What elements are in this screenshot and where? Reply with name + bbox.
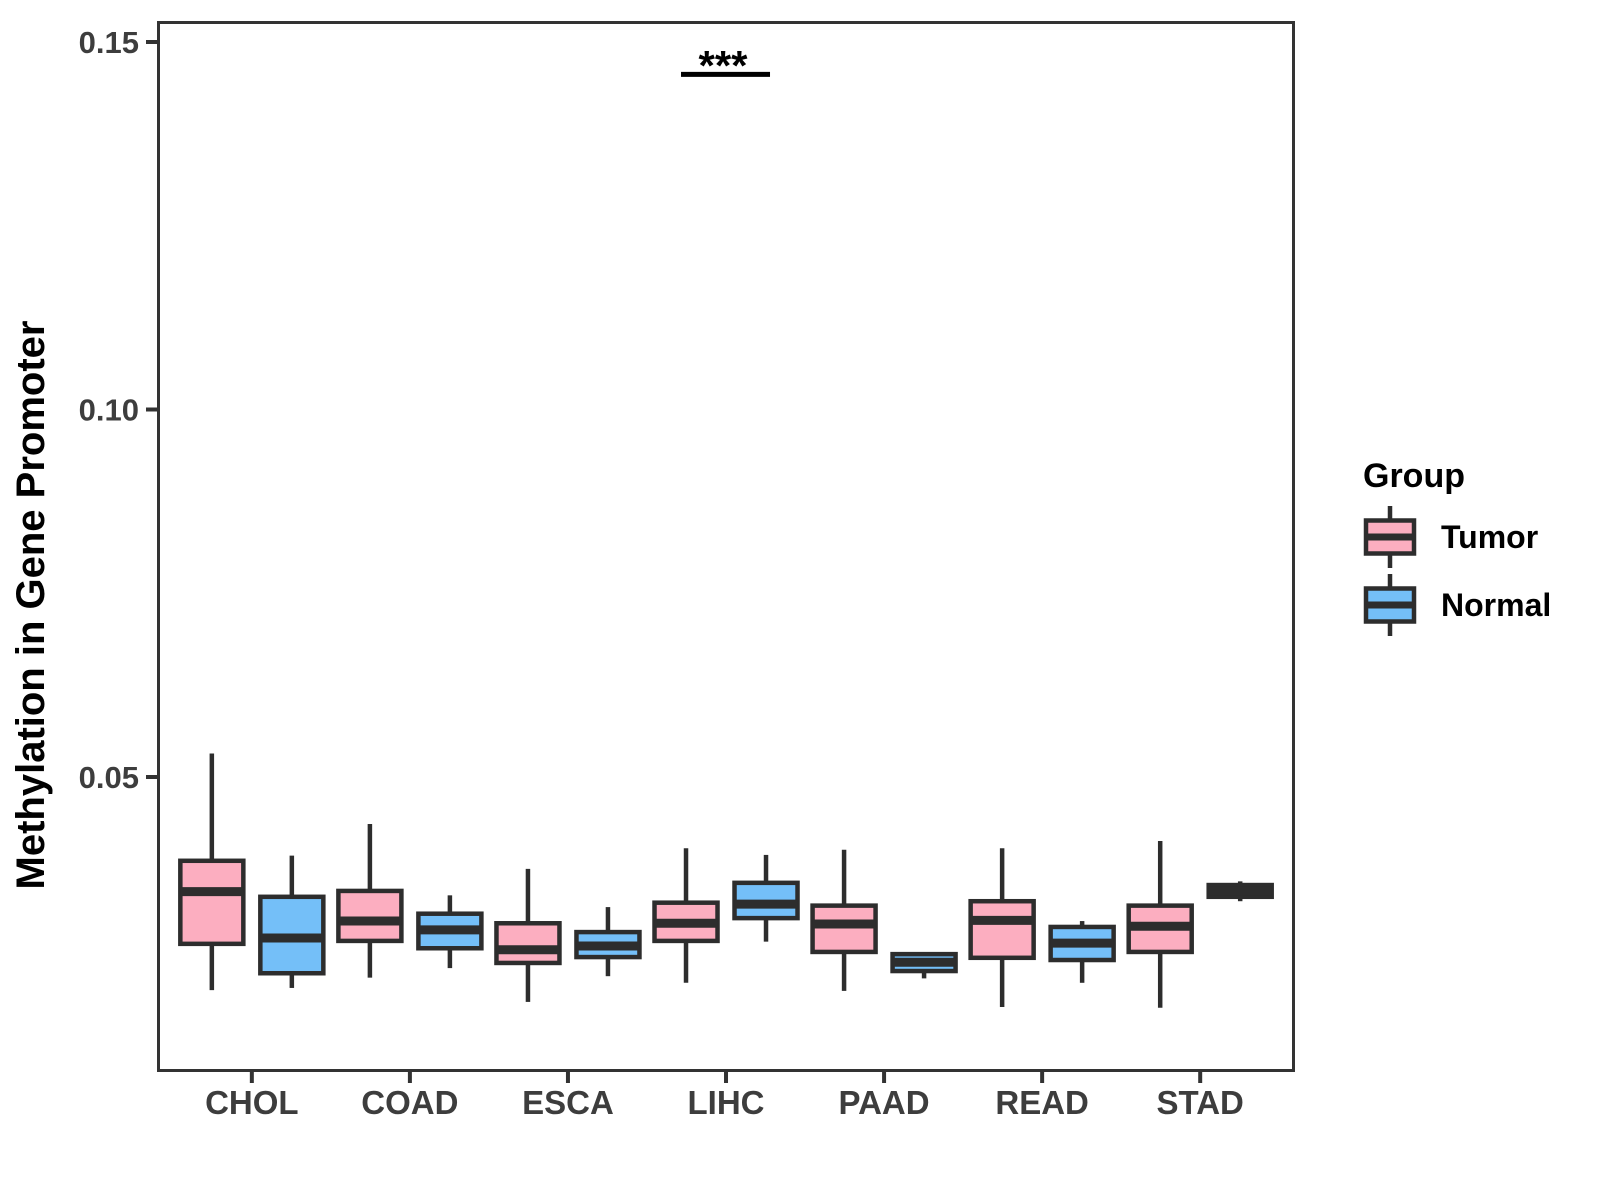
legend: Group Tumor Normal: [1363, 456, 1551, 639]
y-axis-tick-label: 0.10: [79, 393, 139, 428]
legend-entry-normal: Normal: [1363, 571, 1551, 639]
box-tumor: [810, 903, 878, 955]
legend-entry-tumor: Tumor: [1363, 503, 1551, 571]
legend-label-tumor: Tumor: [1441, 518, 1539, 555]
x-axis-tick-label: STAD: [1157, 1084, 1244, 1121]
x-axis-tick-label: ESCA: [522, 1084, 614, 1121]
legend-label-normal: Normal: [1441, 586, 1552, 623]
y-axis-tick-label: 0.05: [79, 760, 139, 795]
x-axis-tick-label: READ: [995, 1084, 1089, 1121]
normal-boxplot-key-icon: [1363, 574, 1417, 636]
significance-stars: ***: [698, 42, 748, 89]
box-tumor: [178, 858, 246, 947]
x-axis-tick-label: LIHC: [688, 1084, 765, 1121]
x-axis-tick-label: PAAD: [839, 1084, 930, 1121]
chart-layer: 0.05 0.10 0.15 CHOL COAD ESCA LIHC PAAD READ STAD: [79, 21, 1295, 1121]
x-axis-tick-label: COAD: [361, 1084, 458, 1121]
box-tumor: [494, 921, 562, 966]
tumor-boxplot-key-icon: [1363, 506, 1417, 568]
x-axis-tick-label: CHOL: [205, 1084, 299, 1121]
legend-title: Group: [1363, 457, 1465, 495]
box-tumor: [336, 888, 404, 944]
y-axis-title: Methylation in Gene Promoter: [9, 321, 53, 890]
box-tumor: [968, 898, 1036, 961]
panel-border: [157, 21, 1295, 1072]
y-axis-tick-label: 0.15: [79, 25, 139, 60]
